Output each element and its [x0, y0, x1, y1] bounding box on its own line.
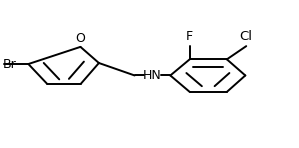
Text: HN: HN	[143, 69, 162, 82]
Text: Br: Br	[3, 58, 17, 71]
Text: Cl: Cl	[240, 30, 253, 43]
Text: O: O	[76, 32, 86, 45]
Text: F: F	[186, 30, 193, 43]
